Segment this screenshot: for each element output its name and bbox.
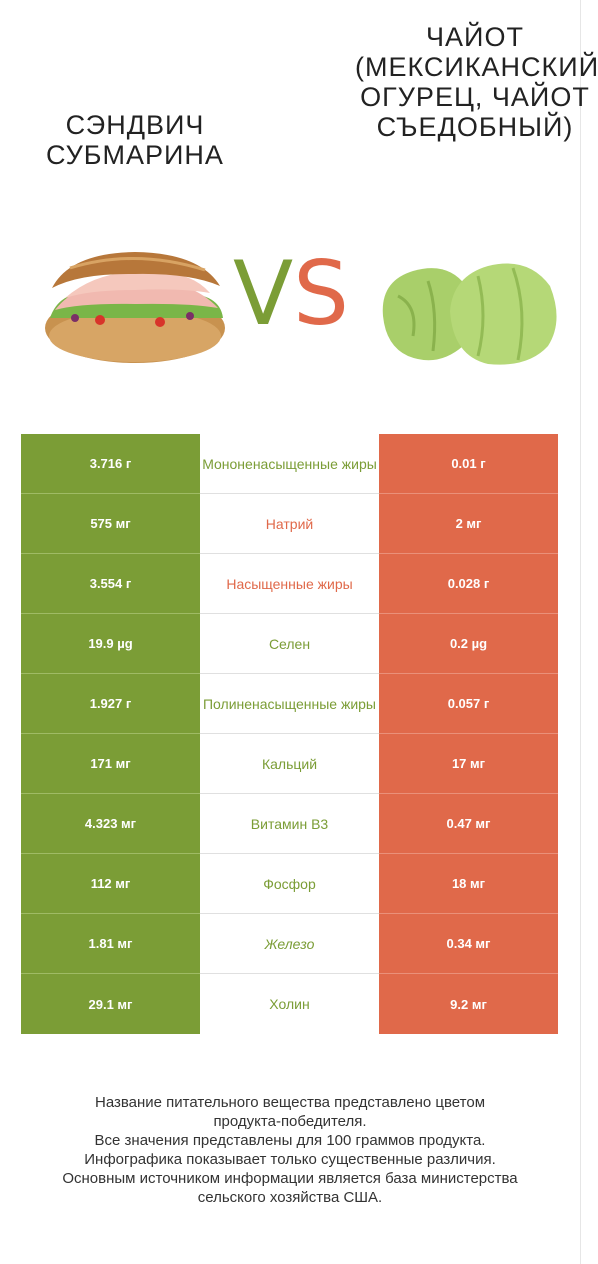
table-row: 3.554 г Насыщенные жиры 0.028 г: [21, 554, 558, 614]
right-value-cell: 0.2 µg: [379, 614, 558, 674]
nutrient-name-cell: Витамин B3: [200, 794, 379, 854]
nutrient-name-cell: Натрий: [200, 494, 379, 554]
footer-line: Основным источником информации является …: [62, 1170, 518, 1187]
left-value-cell: 1.81 мг: [21, 914, 200, 974]
footer-line: Название питательного вещества представл…: [94, 1094, 486, 1111]
left-value-cell: 1.927 г: [21, 674, 200, 734]
nutrient-name-cell: Мононенасыщенные жиры: [200, 434, 379, 494]
right-value-cell: 17 мг: [379, 734, 558, 794]
table-row: 1.927 г Полиненасыщенные жиры 0.057 г: [21, 674, 558, 734]
right-value-cell: 0.028 г: [379, 554, 558, 614]
vs-s-letter: S: [293, 242, 350, 345]
footer-line: Инфографика показывает только существенн…: [84, 1151, 496, 1168]
comparison-table: 3.716 г Мононенасыщенные жиры 0.01 г 575 мг…: [21, 434, 558, 1034]
right-value-cell: 0.01 г: [379, 434, 558, 494]
left-value-cell: 171 мг: [21, 734, 200, 794]
right-product-title: Чайот (Мексиканский огурец, Чайот съедоб…: [355, 22, 598, 142]
table-row: 3.716 г Мононенасыщенные жиры 0.01 г: [21, 434, 558, 494]
vs-v-letter: V: [232, 242, 294, 345]
table-row: 1.81 мг Железо 0.34 мг: [21, 914, 558, 974]
nutrient-name-cell: Железо: [200, 914, 379, 974]
table-row: 29.1 мг Холин 9.2 мг: [21, 974, 558, 1034]
right-border-line: [580, 0, 581, 1264]
table-row: 19.9 µg Селен 0.2 µg: [21, 614, 558, 674]
left-value-cell: 112 мг: [21, 854, 200, 914]
footer-notes: Название питательного вещества представл…: [20, 1093, 560, 1207]
vs-label: VS: [226, 244, 356, 344]
footer-line: сельского хозяйства США.: [197, 1189, 383, 1206]
left-value-cell: 575 мг: [21, 494, 200, 554]
nutrient-name-cell: Селен: [200, 614, 379, 674]
nutrient-name-cell: Холин: [200, 974, 379, 1034]
chayote-image: [382, 263, 557, 365]
left-value-cell: 4.323 мг: [21, 794, 200, 854]
footer-line: Все значения представлены для 100 граммо…: [94, 1132, 486, 1149]
left-value-cell: 3.716 г: [21, 434, 200, 494]
nutrient-name-cell: Кальций: [200, 734, 379, 794]
left-product-title: Сэндвич субмарина: [46, 110, 224, 170]
right-value-cell: 2 мг: [379, 494, 558, 554]
nutrient-name-cell: Фосфор: [200, 854, 379, 914]
right-value-cell: 0.47 мг: [379, 794, 558, 854]
table-row: 171 мг Кальций 17 мг: [21, 734, 558, 794]
table-row: 112 мг Фосфор 18 мг: [21, 854, 558, 914]
right-value-cell: 9.2 мг: [379, 974, 558, 1034]
right-value-cell: 0.34 мг: [379, 914, 558, 974]
nutrient-name-cell: Полиненасыщенные жиры: [200, 674, 379, 734]
left-value-cell: 29.1 мг: [21, 974, 200, 1034]
table-row: 4.323 мг Витамин B3 0.47 мг: [21, 794, 558, 854]
sandwich-image: [45, 252, 225, 363]
table-row: 575 мг Натрий 2 мг: [21, 494, 558, 554]
left-value-cell: 19.9 µg: [21, 614, 200, 674]
right-value-cell: 0.057 г: [379, 674, 558, 734]
footer-line: продукта-победителя.: [213, 1113, 367, 1130]
left-value-cell: 3.554 г: [21, 554, 200, 614]
right-value-cell: 18 мг: [379, 854, 558, 914]
nutrient-name-cell: Насыщенные жиры: [200, 554, 379, 614]
